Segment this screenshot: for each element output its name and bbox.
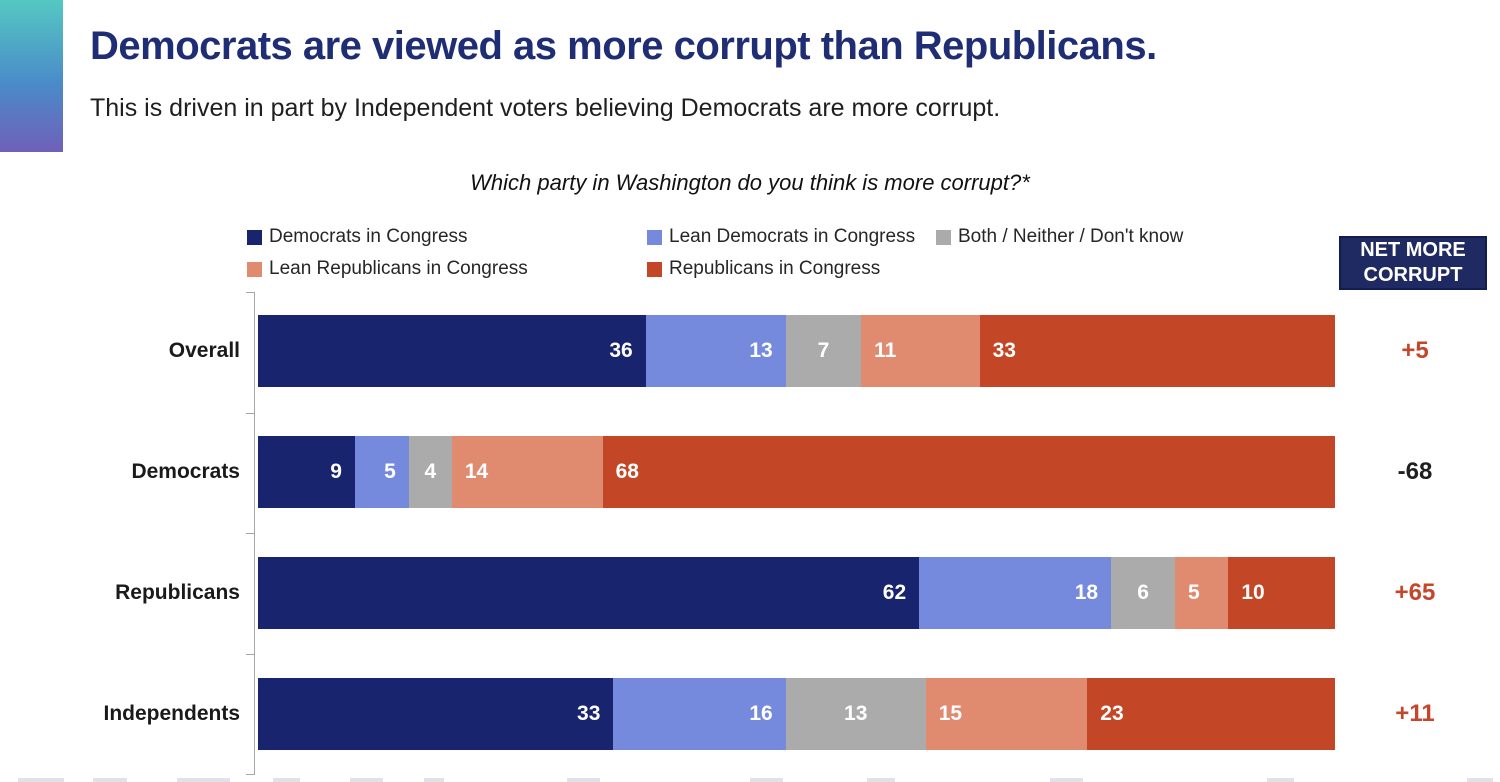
bar-segment: 4	[408, 436, 452, 508]
stacked-bar-row: 62 18 6 5 10	[258, 557, 1335, 629]
bar-value-label: 5	[1188, 581, 1200, 604]
page-title: Democrats are viewed as more corrupt tha…	[90, 24, 1157, 68]
category-label: Overall	[168, 339, 240, 362]
bar-segment: 68	[602, 436, 1335, 508]
bar-segment: 5	[1175, 557, 1229, 629]
bar-segment: 23	[1087, 678, 1335, 750]
cropped-text-fragment	[93, 778, 127, 782]
stacked-bar-row: 33 16 13 15 23	[258, 678, 1335, 750]
legend-label: Republicans in Congress	[669, 258, 881, 279]
bar-segment: 7	[785, 315, 862, 387]
bar-value-label: 7	[817, 339, 830, 362]
cropped-text-fragment	[1467, 778, 1493, 782]
cropped-text-fragment	[867, 778, 895, 782]
axis-tick	[246, 292, 255, 293]
bar-value-label: 36	[609, 339, 633, 362]
legend-swatch-icon	[647, 229, 662, 245]
bar-segment: 11	[861, 315, 980, 387]
bar-segment: 15	[925, 678, 1088, 750]
bar-segment: 33	[979, 315, 1335, 387]
legend-label: Democrats in Congress	[269, 226, 468, 247]
legend-swatch-icon	[936, 229, 951, 245]
bar-value-label: 18	[1074, 581, 1099, 604]
bar-segment: 16	[613, 678, 786, 750]
bar-segment: 5	[354, 436, 409, 508]
cropped-text-fragment	[177, 778, 230, 782]
bar-value-label: 6	[1137, 581, 1149, 604]
cropped-text-fragment	[273, 778, 300, 782]
legend-item: Both / Neither / Don't know	[936, 226, 1183, 248]
legend-swatch-icon	[247, 229, 262, 245]
category-label: Republicans	[115, 581, 240, 604]
bar-value-label: 10	[1241, 581, 1265, 604]
bar-segment: 13	[645, 315, 786, 387]
bar-value-label: 9	[330, 460, 342, 483]
bar-segment: 13	[785, 678, 926, 750]
net-value: +11	[1395, 700, 1435, 727]
cropped-text-fragment	[750, 778, 783, 782]
legend-item: Republicans in Congress	[647, 258, 880, 280]
stacked-bar-row: 9 5 4 14 68	[258, 436, 1335, 508]
bar-segment: 36	[258, 315, 646, 387]
bar-value-label: 62	[882, 581, 907, 604]
bar-segment: 9	[258, 436, 355, 508]
category-label: Democrats	[131, 460, 240, 483]
cropped-text-fragment	[350, 778, 383, 782]
axis-tick	[246, 533, 255, 534]
legend-item: Lean Republicans in Congress	[247, 258, 528, 280]
bar-segment: 10	[1228, 557, 1335, 629]
legend-label: Both / Neither / Don't know	[958, 226, 1184, 247]
legend-swatch-icon	[647, 261, 662, 277]
cropped-text-fragment	[424, 778, 444, 782]
bar-value-label: 33	[992, 339, 1016, 362]
bar-value-label: 13	[749, 339, 773, 362]
bar-value-label: 14	[464, 460, 489, 483]
cropped-text-fragment	[1050, 778, 1083, 782]
page-subtitle: This is driven in part by Independent vo…	[90, 94, 1001, 122]
bar-value-label: 15	[938, 702, 963, 725]
category-label: Independents	[103, 702, 240, 725]
bar-value-label: 68	[615, 460, 639, 483]
legend-item: Democrats in Congress	[247, 226, 468, 248]
cropped-text-fragment	[1267, 778, 1294, 782]
cropped-text-fragment	[18, 778, 64, 782]
bar-segment: 14	[451, 436, 603, 508]
bar-value-label: 11	[874, 339, 897, 362]
bar-segment: 62	[258, 557, 920, 629]
legend-item: Lean Democrats in Congress	[647, 226, 915, 248]
bar-segment: 33	[258, 678, 614, 750]
net-value: +65	[1394, 579, 1436, 606]
bar-value-label: 5	[384, 460, 396, 483]
legend-label: Lean Democrats in Congress	[669, 226, 916, 247]
brand-gradient-bar	[0, 0, 63, 152]
legend-label: Lean Republicans in Congress	[269, 258, 528, 279]
cropped-text-fragment	[567, 778, 600, 782]
net-more-corrupt-header: NET MORE CORRUPT	[1339, 236, 1487, 290]
chart-question: Which party in Washington do you think i…	[470, 170, 1030, 195]
axis-tick	[246, 412, 255, 414]
stacked-bar-row: 36 13 7 11 33	[258, 315, 1335, 387]
bar-segment: 18	[919, 557, 1112, 629]
axis-tick	[246, 653, 255, 655]
net-value: -68	[1397, 458, 1433, 485]
axis-tick	[246, 774, 255, 775]
bar-segment: 6	[1111, 557, 1176, 629]
bar-value-label: 16	[749, 702, 773, 725]
legend-swatch-icon	[247, 261, 262, 277]
bar-value-label: 23	[1100, 702, 1124, 725]
bar-value-label: 33	[577, 702, 601, 725]
bar-value-label: 13	[844, 702, 868, 725]
bar-value-label: 4	[424, 460, 437, 483]
net-value: +5	[1401, 337, 1429, 364]
